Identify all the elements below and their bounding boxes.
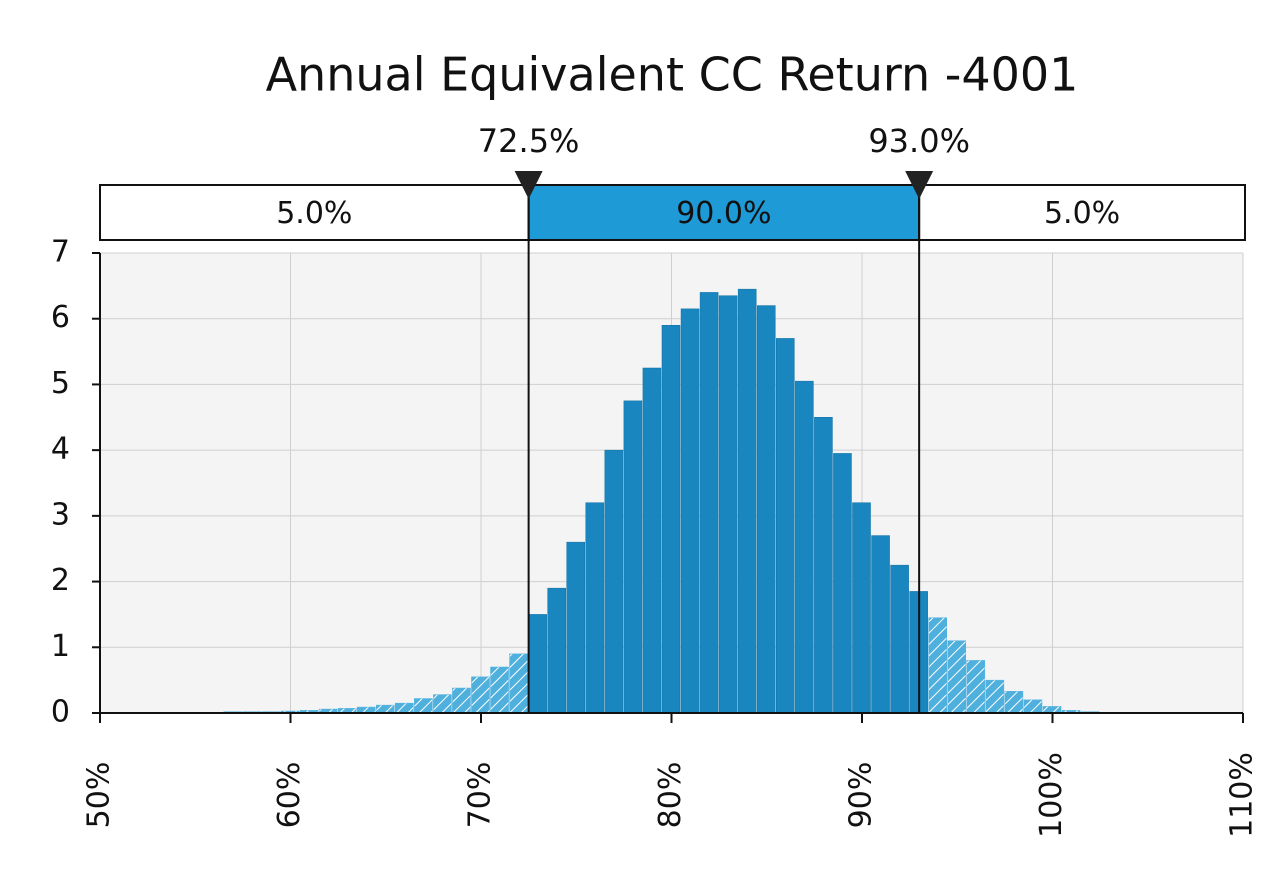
marker-triangle <box>514 171 543 199</box>
bar <box>642 367 662 714</box>
bar <box>433 694 452 714</box>
marker-label: 72.5% <box>478 122 580 160</box>
y-tick-label: 7 <box>51 235 70 270</box>
bar <box>490 666 509 714</box>
y-tick-label: 1 <box>51 629 70 664</box>
bar <box>871 535 890 714</box>
y-tick-label: 5 <box>51 366 70 401</box>
bar <box>756 305 776 714</box>
y-tick-label: 4 <box>51 432 70 467</box>
bar <box>852 502 871 714</box>
bar <box>928 617 947 714</box>
bar <box>985 679 1005 714</box>
y-tick-label: 6 <box>51 300 70 335</box>
x-tick-label: 60% <box>272 762 307 829</box>
bar <box>966 660 986 714</box>
x-tick-label: 70% <box>463 762 498 829</box>
bar <box>395 702 414 714</box>
bar <box>833 453 852 714</box>
x-tick-label: 90% <box>844 762 879 829</box>
bar <box>604 449 624 714</box>
bar <box>547 587 566 714</box>
chart-title: Annual Equivalent CC Return -4001 <box>266 48 1079 102</box>
x-tick-label: 80% <box>653 762 688 829</box>
bar <box>1023 699 1043 714</box>
band-label: 5.0% <box>276 196 352 231</box>
marker-triangle <box>905 171 934 199</box>
x-tick-label: 100% <box>1034 752 1069 838</box>
bar <box>776 338 795 714</box>
band-label: 5.0% <box>1044 196 1120 231</box>
bar <box>718 295 738 714</box>
marker-label: 93.0% <box>868 122 970 160</box>
bar <box>795 380 814 714</box>
bar <box>680 308 700 714</box>
x-tick-label: 110% <box>1225 752 1260 838</box>
bar <box>509 653 528 714</box>
bar <box>814 417 833 714</box>
band-region <box>918 184 1247 241</box>
bar <box>947 640 967 714</box>
bar <box>375 704 395 714</box>
x-tick-label: 50% <box>82 762 117 829</box>
y-tick-label: 0 <box>51 695 70 730</box>
bar <box>585 502 605 714</box>
y-tick-label: 2 <box>51 563 70 598</box>
bar <box>566 541 586 714</box>
bar <box>737 288 757 714</box>
bar <box>414 698 433 714</box>
y-tick-label: 3 <box>51 497 70 532</box>
bar <box>528 614 547 714</box>
bar <box>661 325 681 714</box>
band-label: 90.0% <box>676 196 771 231</box>
bar <box>890 564 909 714</box>
bar <box>471 676 490 714</box>
bar <box>699 292 719 714</box>
bar <box>623 400 643 714</box>
bar <box>452 687 471 714</box>
bar <box>1004 691 1024 714</box>
